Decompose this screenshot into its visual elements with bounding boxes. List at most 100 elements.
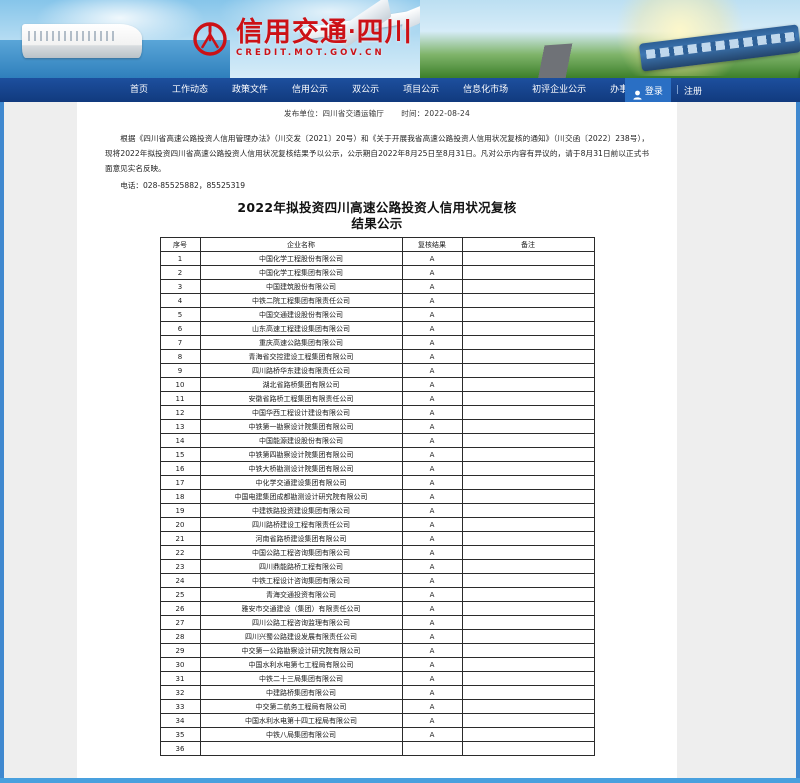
page-title: 2022年拟投资四川高速公路投资人信用状况复核 结果公示 — [77, 200, 677, 232]
cell-remark — [461, 307, 595, 322]
cell-review-result: A — [401, 573, 463, 588]
cell-review-result: A — [401, 321, 463, 336]
cell-company-name: 中国能源建设股份有限公司 — [199, 433, 403, 448]
nav-item-home[interactable]: 首页 — [130, 85, 149, 95]
cell-remark — [461, 671, 595, 686]
cell-remark — [461, 461, 595, 476]
cell-index: 16 — [159, 461, 201, 476]
cell-index: 30 — [159, 657, 201, 672]
main-navigation: 首页 工作动态 政策文件 信用公示 双公示 项目公示 信息化市场 初评企业公示 … — [0, 78, 800, 102]
cell-company-name: 青海省交控建设工程集团有限公司 — [199, 349, 403, 364]
cell-company-name: 中铁大桥勘测设计院集团有限公司 — [199, 461, 403, 476]
table-row: 12 中国华西工程设计建设有限公司 A — [159, 405, 595, 420]
cell-index: 26 — [159, 601, 201, 616]
page-bottom-bar — [0, 778, 800, 783]
table-row: 17 中化学交通建设集团有限公司 A — [159, 475, 595, 490]
cell-remark — [461, 727, 595, 742]
table-row: 2 中国化学工程集团有限公司 A — [159, 265, 595, 280]
cell-company-name: 中铁工程设计咨询集团有限公司 — [199, 573, 403, 588]
table-row: 25 青海交通投资有限公司 A — [159, 587, 595, 602]
cell-remark — [461, 629, 595, 644]
cell-company-name: 中国水利水电第十四工程局有限公司 — [199, 713, 403, 728]
cell-review-result: A — [401, 517, 463, 532]
cell-index: 24 — [159, 573, 201, 588]
cell-company-name: 中国公路工程咨询集团有限公司 — [199, 545, 403, 560]
cell-index: 11 — [159, 391, 201, 406]
nav-item-project-disclosure[interactable]: 项目公示 — [403, 85, 440, 95]
table-row: 22 中国公路工程咨询集团有限公司 A — [159, 545, 595, 560]
cell-company-name — [199, 741, 403, 756]
nav-item-credit-disclosure[interactable]: 信用公示 — [292, 85, 329, 95]
cell-review-result: A — [401, 503, 463, 518]
cell-remark — [461, 433, 595, 448]
cell-remark — [461, 293, 595, 308]
cell-index: 31 — [159, 671, 201, 686]
cell-index: 29 — [159, 643, 201, 658]
column-header-review-result: 复核结果 — [401, 237, 463, 252]
cell-remark — [461, 391, 595, 406]
page-left-edge — [0, 102, 4, 780]
cell-company-name: 中国水利水电第七工程局有限公司 — [199, 657, 403, 672]
cell-review-result: A — [401, 671, 463, 686]
cell-review-result: A — [401, 377, 463, 392]
publisher-label: 发布单位：四川省交通运输厅 — [284, 109, 385, 118]
cell-index: 9 — [159, 363, 201, 378]
cell-index: 28 — [159, 629, 201, 644]
cell-company-name: 重庆高速公路集团有限公司 — [199, 335, 403, 350]
cell-index: 2 — [159, 265, 201, 280]
cell-remark — [461, 419, 595, 434]
cell-company-name: 四川兴蜀公路建设发展有限责任公司 — [199, 629, 403, 644]
table-body: 1 中国化学工程股份有限公司 A 2 中国化学工程集团有限公司 A 3 中国建筑股份有限公司 A… — [159, 251, 595, 756]
cell-company-name: 中国华西工程设计建设有限公司 — [199, 405, 403, 420]
cell-review-result: A — [401, 419, 463, 434]
cell-company-name: 中国化学工程集团有限公司 — [199, 265, 403, 280]
table-row: 13 中铁第一勘察设计院集团有限公司 A — [159, 419, 595, 434]
cell-company-name: 中交第一公路勘察设计研究院有限公司 — [199, 643, 403, 658]
table-row: 30 中国水利水电第七工程局有限公司 A — [159, 657, 595, 672]
cruise-ship-image — [22, 24, 142, 58]
table-row: 35 中铁八局集团有限公司 A — [159, 727, 595, 742]
table-row: 9 四川路桥华东建设有限责任公司 A — [159, 363, 595, 378]
site-logo[interactable]: 信用交通·四川 CREDIT.MOT.GOV.CN — [190, 18, 413, 58]
cell-review-result: A — [401, 545, 463, 560]
contact-phone: 电话：028-85525882，85525319 — [120, 181, 246, 190]
nav-item-double-disclosure[interactable]: 双公示 — [352, 85, 380, 95]
cell-remark — [461, 713, 595, 728]
nav-item-work-updates[interactable]: 工作动态 — [172, 85, 209, 95]
cell-index: 21 — [159, 531, 201, 546]
table-row: 1 中国化学工程股份有限公司 A — [159, 251, 595, 266]
table-row: 11 安徽省路桥工程集团有限责任公司 A — [159, 391, 595, 406]
cell-index: 35 — [159, 727, 201, 742]
nav-item-policy-documents[interactable]: 政策文件 — [232, 85, 269, 95]
cell-review-result: A — [401, 685, 463, 700]
cell-review-result: A — [401, 307, 463, 322]
table-row: 15 中铁第四勘察设计院集团有限公司 A — [159, 447, 595, 462]
column-header-remark: 备注 — [461, 237, 595, 252]
cell-review-result: A — [401, 643, 463, 658]
login-label: 登录 — [644, 86, 663, 97]
table-row: 18 中国电建集团成都勘测设计研究院有限公司 A — [159, 489, 595, 504]
nav-item-info-market[interactable]: 信息化市场 — [463, 85, 509, 95]
nav-item-preliminary-review[interactable]: 初评企业公示 — [532, 85, 587, 95]
cell-company-name: 四川路桥华东建设有限责任公司 — [199, 363, 403, 378]
cell-review-result: A — [401, 447, 463, 462]
cell-review-result: A — [401, 251, 463, 266]
cell-index: 23 — [159, 559, 201, 574]
column-header-company-name: 企业名称 — [199, 237, 403, 252]
cell-index: 32 — [159, 685, 201, 700]
cell-remark — [461, 503, 595, 518]
register-link[interactable]: 注册 — [683, 86, 702, 97]
cell-remark — [461, 601, 595, 616]
table-row: 21 河南省路桥建设集团有限公司 A — [159, 531, 595, 546]
cell-remark — [461, 321, 595, 336]
table-row: 26 雅安市交通建设（集团）有限责任公司 A — [159, 601, 595, 616]
table-row: 31 中铁二十三局集团有限公司 A — [159, 671, 595, 686]
cell-remark — [461, 447, 595, 462]
cell-remark — [461, 475, 595, 490]
cell-review-result: A — [401, 349, 463, 364]
table-row: 20 四川路桥建设工程有限责任公司 A — [159, 517, 595, 532]
cell-review-result: A — [401, 405, 463, 420]
login-button[interactable]: 登录 — [624, 78, 671, 102]
cell-remark — [461, 685, 595, 700]
cell-index: 14 — [159, 433, 201, 448]
